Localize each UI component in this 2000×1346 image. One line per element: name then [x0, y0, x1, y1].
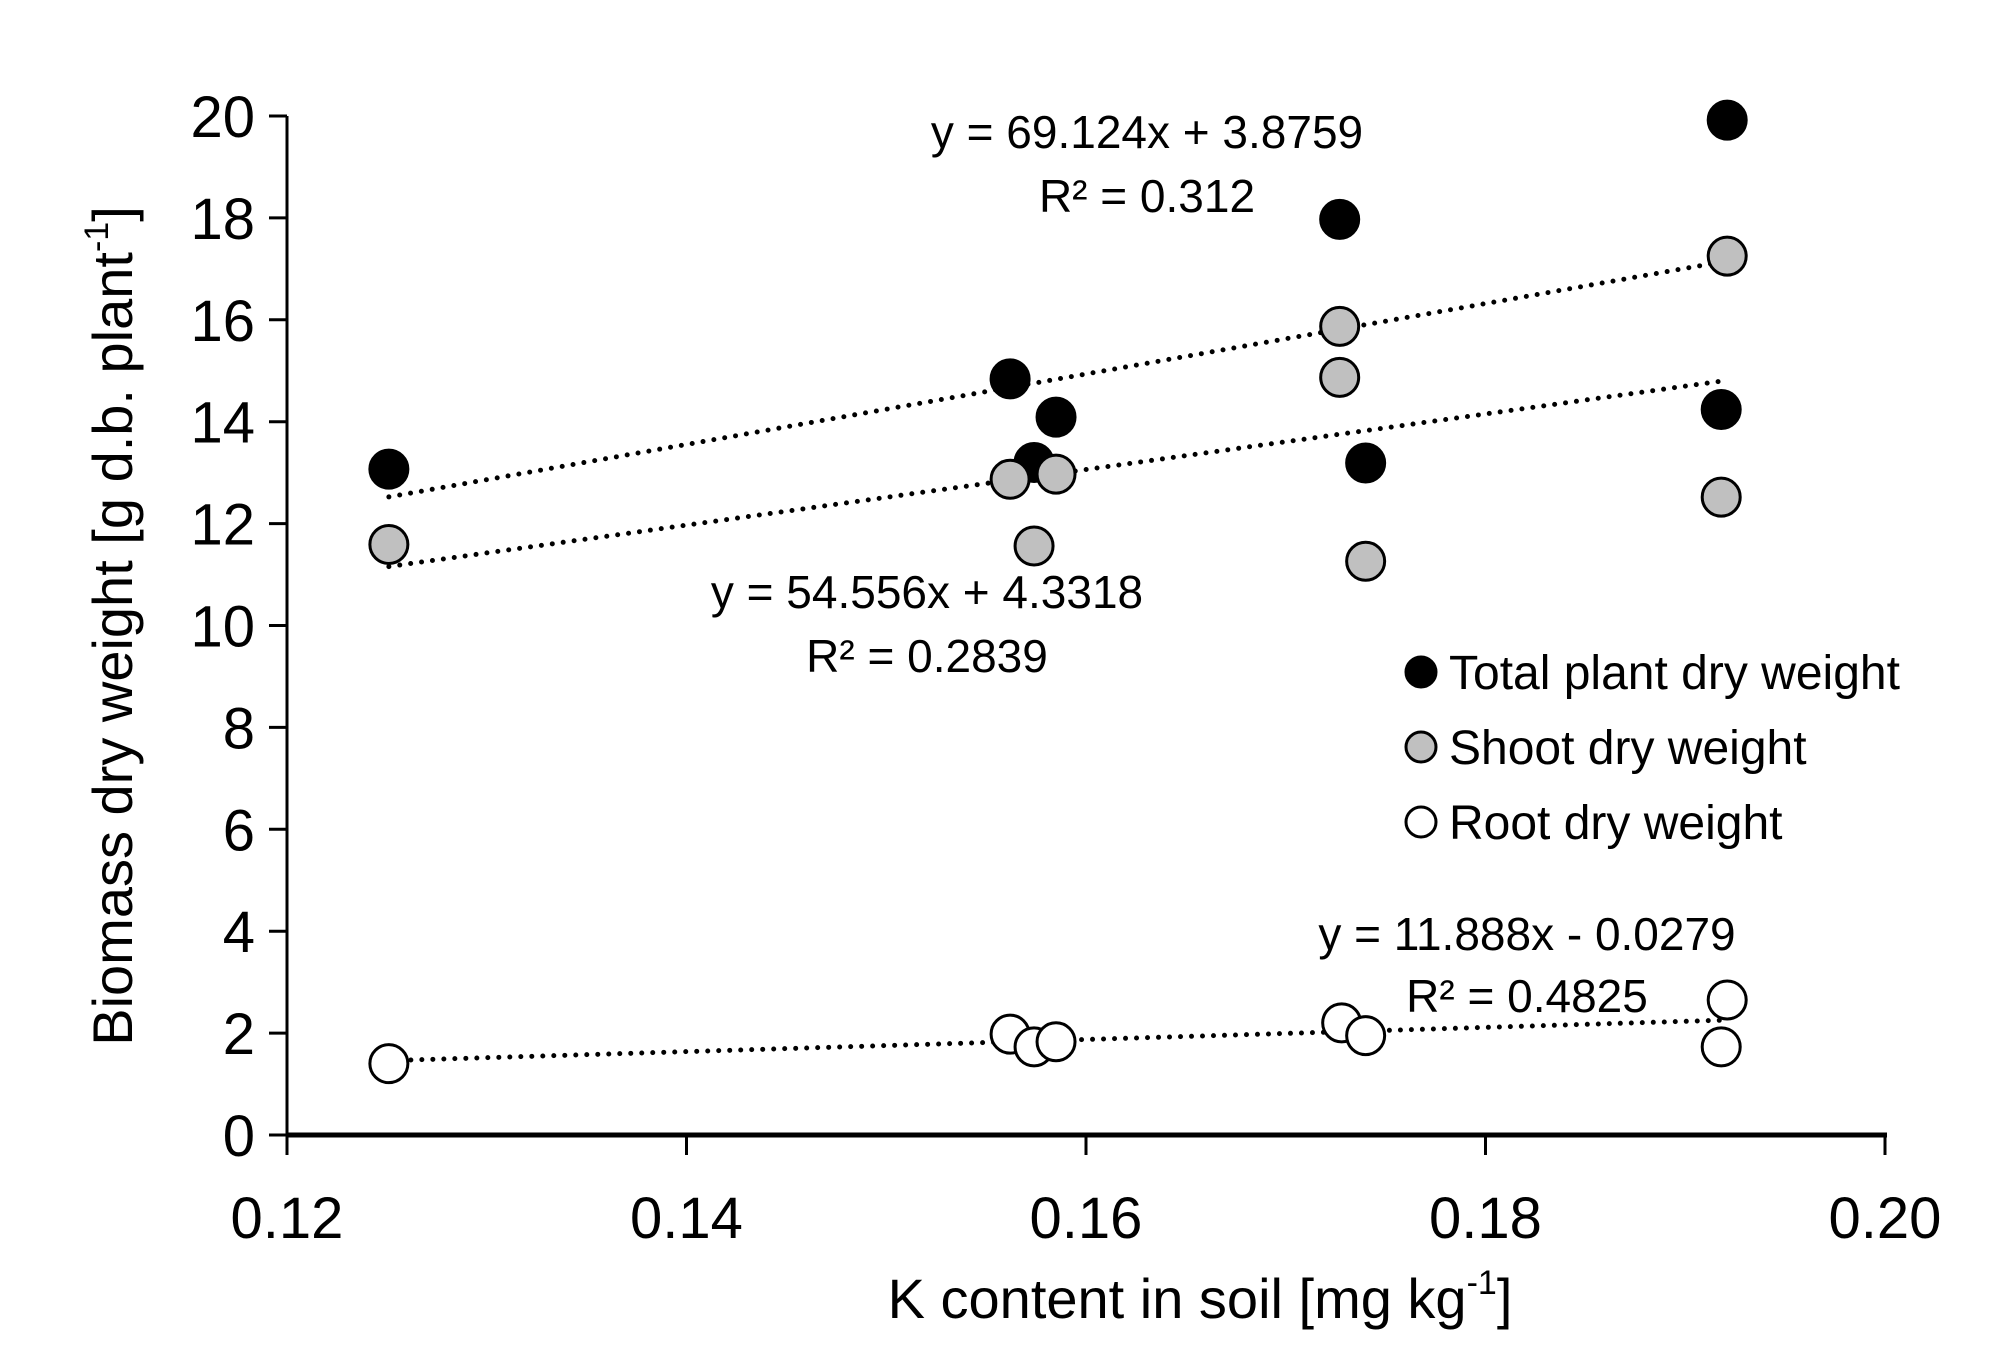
- trend-equation: y = 11.888x - 0.0279: [1318, 908, 1735, 960]
- point-total: [1706, 99, 1748, 141]
- point-total: [1319, 198, 1361, 240]
- legend-label: Total plant dry weight: [1449, 647, 1900, 700]
- point-shoot: [1013, 525, 1055, 567]
- y-tick-label: 12: [190, 493, 255, 558]
- y-tick-label: 20: [190, 85, 255, 150]
- point-root: [1700, 1026, 1742, 1068]
- trend-r-squared: R² = 0.312: [1039, 170, 1255, 222]
- x-tick-label: 0.18: [1429, 1186, 1542, 1251]
- point-total: [368, 448, 410, 490]
- point-shoot: [1345, 540, 1387, 582]
- point-total: [989, 358, 1031, 400]
- x-tick-label: 0.14: [630, 1186, 743, 1251]
- y-tick-label: 10: [190, 595, 255, 660]
- trend-r-squared: R² = 0.4825: [1406, 970, 1648, 1022]
- point-shoot: [989, 458, 1031, 500]
- y-tick-label: 2: [223, 1002, 255, 1067]
- point-total: [1035, 396, 1077, 438]
- y-tick-label: 16: [190, 289, 255, 354]
- trendline-total: [386, 258, 1730, 500]
- y-tick-label: 8: [223, 696, 255, 761]
- y-tick-label: 14: [190, 391, 255, 456]
- legend-marker: [1404, 730, 1438, 764]
- x-tick-label: 0.12: [231, 1186, 344, 1251]
- y-tick-label: 0: [223, 1104, 255, 1169]
- axes: 0.12 0.14 0.16 0.18 0.20 0 2 4 6 8 10 12 14 16 18 20: [190, 85, 1941, 1251]
- data-points: [368, 99, 1748, 1085]
- y-tick-label: 4: [223, 900, 255, 965]
- x-tick-label: 0.16: [1030, 1186, 1143, 1251]
- legend: Total plant dry weight Shoot dry weight Ro…: [1404, 647, 1900, 850]
- point-root: [1035, 1021, 1077, 1063]
- point-shoot: [1700, 476, 1742, 518]
- trend-equation: y = 54.556x + 4.3318: [711, 566, 1143, 618]
- point-total: [1700, 388, 1742, 430]
- point-shoot: [1706, 235, 1748, 277]
- trend-annotations: y = 69.124x + 3.8759 R² = 0.312 y = 54.556…: [711, 106, 1736, 1022]
- trend-equation: y = 69.124x + 3.8759: [931, 106, 1363, 158]
- point-root: [1706, 979, 1748, 1021]
- point-shoot: [1035, 453, 1077, 495]
- legend-label: Root dry weight: [1449, 797, 1783, 850]
- legend-marker: [1404, 805, 1438, 839]
- point-shoot: [1319, 356, 1361, 398]
- point-shoot: [368, 523, 410, 565]
- legend-label: Shoot dry weight: [1449, 722, 1807, 775]
- trend-r-squared: R² = 0.2839: [806, 630, 1048, 682]
- x-tick-label: 0.20: [1829, 1186, 1942, 1251]
- point-shoot: [1319, 305, 1361, 347]
- y-axis-label: Biomass dry weight [g d.b. plant-1]: [78, 206, 144, 1046]
- x-axis-label: K content in soil [mg kg-1]: [888, 1264, 1513, 1330]
- trendline-root: [386, 1017, 1724, 1064]
- point-total: [1345, 442, 1387, 484]
- legend-marker: [1404, 655, 1438, 689]
- point-root: [368, 1043, 410, 1085]
- y-tick-label: 6: [223, 798, 255, 863]
- point-root: [1345, 1015, 1387, 1057]
- y-tick-label: 18: [190, 187, 255, 252]
